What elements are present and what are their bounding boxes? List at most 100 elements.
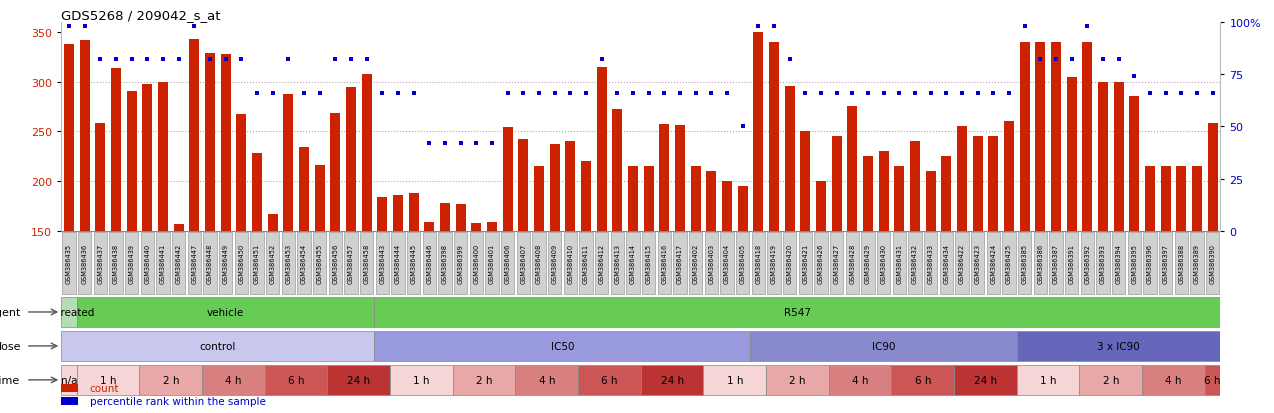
Text: 2 h: 2 h [789, 375, 805, 385]
Bar [1175, 233, 1187, 294]
Text: GSM386411: GSM386411 [583, 243, 589, 283]
Bar [954, 365, 1017, 395]
Point [1171, 90, 1191, 97]
Bar [283, 95, 293, 231]
Text: 6 h: 6 h [1204, 375, 1220, 385]
Text: 2 h: 2 h [1102, 375, 1119, 385]
Text: 24 h: 24 h [973, 375, 998, 385]
Bar [390, 365, 452, 395]
Bar [172, 233, 185, 294]
Point [827, 90, 847, 97]
Bar [1080, 233, 1094, 294]
Bar [753, 33, 763, 231]
Text: GSM386395: GSM386395 [1131, 243, 1138, 283]
Bar [769, 43, 780, 231]
Point [810, 90, 831, 97]
Bar [406, 233, 420, 294]
Bar [502, 128, 512, 231]
Bar [220, 55, 231, 231]
Text: 6 h: 6 h [288, 375, 304, 385]
Bar [580, 233, 592, 294]
Text: GSM386458: GSM386458 [363, 243, 369, 283]
Bar [96, 124, 106, 231]
Bar [910, 142, 920, 231]
Point [121, 57, 141, 64]
Bar [814, 233, 828, 294]
Bar [736, 233, 749, 294]
Point [654, 90, 674, 97]
Bar [297, 233, 311, 294]
Text: GSM386431: GSM386431 [897, 243, 902, 283]
Point [1014, 24, 1034, 30]
Bar [548, 233, 562, 294]
Bar [236, 115, 246, 231]
Bar [205, 54, 215, 231]
Text: GSM386437: GSM386437 [97, 243, 103, 283]
Bar [1066, 77, 1077, 231]
Point [576, 90, 596, 97]
Text: GSM386409: GSM386409 [552, 243, 558, 283]
Text: GSM386398: GSM386398 [442, 243, 448, 283]
Point [1156, 90, 1176, 97]
Bar [892, 365, 954, 395]
Point [608, 90, 628, 97]
Bar [266, 233, 279, 294]
Bar [752, 233, 764, 294]
Point [325, 57, 345, 64]
Bar [1143, 233, 1157, 294]
Text: GSM386456: GSM386456 [333, 243, 339, 283]
Text: GSM386419: GSM386419 [771, 243, 777, 283]
Bar [1019, 43, 1029, 231]
Point [153, 57, 173, 64]
Text: 6 h: 6 h [601, 375, 618, 385]
Bar [785, 87, 795, 231]
Bar [375, 297, 1220, 328]
Point [59, 24, 79, 30]
Point [795, 90, 815, 97]
Bar [971, 233, 985, 294]
Text: GSM386451: GSM386451 [254, 243, 260, 283]
Bar [409, 194, 419, 231]
Bar [1161, 167, 1171, 231]
Bar [219, 233, 232, 294]
Point [842, 90, 862, 97]
Text: GSM386426: GSM386426 [818, 243, 824, 283]
Text: 1 h: 1 h [726, 375, 743, 385]
Text: GSM386457: GSM386457 [348, 243, 354, 283]
Text: IC50: IC50 [550, 341, 575, 351]
Bar [187, 233, 201, 294]
Text: count: count [89, 383, 120, 393]
Text: GSM386405: GSM386405 [740, 243, 745, 283]
Point [780, 57, 800, 64]
Point [90, 57, 111, 64]
Bar [829, 233, 843, 294]
Bar [315, 166, 325, 231]
Bar [375, 331, 750, 361]
Bar [628, 167, 638, 231]
Text: GSM386441: GSM386441 [161, 243, 166, 283]
Point [952, 90, 972, 97]
Point [200, 57, 220, 64]
Bar [517, 233, 530, 294]
Bar [1176, 167, 1186, 231]
Bar [203, 365, 265, 395]
Text: GSM386438: GSM386438 [113, 243, 118, 283]
Bar [313, 233, 326, 294]
Point [889, 90, 910, 97]
Point [874, 90, 894, 97]
Bar [61, 331, 375, 361]
Bar [61, 365, 76, 395]
Bar [250, 233, 264, 294]
Bar [456, 204, 466, 231]
Text: GSM386422: GSM386422 [959, 243, 964, 283]
Bar [330, 114, 340, 231]
Text: GSM386420: GSM386420 [786, 243, 792, 283]
Bar [1208, 124, 1218, 231]
Bar [1051, 43, 1061, 231]
Text: GSM386442: GSM386442 [176, 243, 182, 283]
Text: GSM386436: GSM386436 [82, 243, 88, 283]
Text: GDS5268 / 209042_s_at: GDS5268 / 209042_s_at [61, 9, 220, 21]
Point [967, 90, 987, 97]
Bar [1018, 233, 1032, 294]
Text: GSM386390: GSM386390 [1209, 243, 1215, 283]
